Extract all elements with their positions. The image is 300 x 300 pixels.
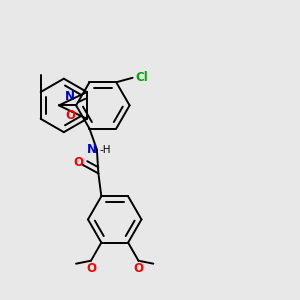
Text: O: O — [134, 262, 143, 275]
Text: N: N — [87, 143, 97, 156]
Text: O: O — [74, 157, 83, 169]
Text: N: N — [64, 89, 74, 103]
Text: -H: -H — [100, 145, 111, 154]
Text: O: O — [65, 109, 75, 122]
Text: Cl: Cl — [135, 71, 148, 84]
Text: O: O — [86, 262, 96, 275]
